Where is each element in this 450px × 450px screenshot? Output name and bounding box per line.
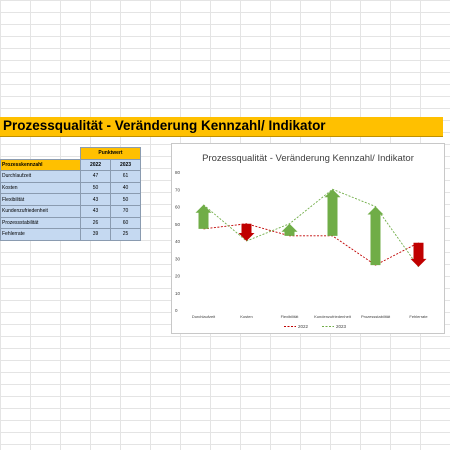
y-tick-label: 80 — [175, 170, 181, 175]
table-row: Kosten 50 40 — [0, 181, 141, 195]
y-tick-label: 70 — [175, 187, 181, 192]
arrow-up-marker — [324, 189, 341, 236]
x-category-label: Fehlerrate — [409, 314, 428, 319]
cell-2023[interactable]: 50 — [110, 193, 141, 206]
cell-2022[interactable]: 43 — [80, 204, 111, 218]
row-label[interactable]: Durchlaufzeit — [0, 170, 81, 183]
series-line-2023 — [203, 188, 419, 268]
row-label[interactable]: Fehlerrate — [0, 228, 81, 241]
y-tick-label: 40 — [175, 239, 181, 244]
chart-object[interactable]: Prozessqualität - Veränderung Kennzahl/ … — [171, 143, 445, 334]
kennzahlen-table: Punktwert Prozesskennzahl 2022 2023 Durc… — [0, 147, 141, 241]
arrow-up-marker — [367, 206, 384, 266]
arrow-up-marker — [195, 204, 212, 229]
x-category-label: Kosten — [240, 314, 252, 319]
chart-title: Prozessqualität - Veränderung Kennzahl/ … — [202, 153, 414, 164]
legend-label-2023: 2023 — [336, 324, 347, 329]
cell-2023[interactable]: 25 — [110, 228, 141, 241]
year-header-2023[interactable]: 2023 — [110, 158, 141, 172]
cell-2023[interactable]: 60 — [110, 216, 141, 230]
row-label[interactable]: Prozessstabilität — [0, 216, 81, 230]
cell-2022[interactable]: 39 — [80, 228, 111, 241]
y-tick-label: 20 — [175, 274, 181, 279]
y-tick-label: 10 — [175, 291, 181, 296]
table-row: Kundenzufriedenheit 43 70 — [0, 204, 141, 218]
year-header-2022[interactable]: 2022 — [80, 158, 111, 172]
x-category-label: Durchlaufzeit — [192, 314, 216, 319]
y-tick-label: 30 — [175, 256, 181, 261]
cell-2023[interactable]: 70 — [110, 204, 141, 218]
cell-2022[interactable]: 26 — [80, 216, 111, 230]
table-row: Durchlaufzeit 47 61 — [0, 170, 141, 183]
arrow-down-marker — [238, 223, 255, 241]
cell-2022[interactable]: 50 — [80, 181, 111, 195]
cell-2022[interactable]: 47 — [80, 170, 111, 183]
x-category-label: Kundenzufriedenheit — [314, 314, 352, 319]
y-tick-label: 60 — [175, 205, 181, 210]
legend-label-2022: 2022 — [298, 324, 309, 329]
cell-2023[interactable]: 61 — [110, 170, 141, 183]
cell-2023[interactable]: 40 — [110, 181, 141, 195]
y-tick-label: 50 — [175, 222, 181, 227]
chart-svg: Prozessqualität - Veränderung Kennzahl/ … — [175, 153, 428, 329]
arrow-up-marker — [281, 223, 298, 236]
sheet-title: Prozessqualität - Veränderung Kennzahl/ … — [3, 118, 326, 133]
sheet-title-bar: Prozessqualität - Veränderung Kennzahl/ … — [0, 117, 443, 137]
table-row: Flexibilität 43 50 — [0, 193, 141, 206]
row-label[interactable]: Kundenzufriedenheit — [0, 204, 81, 218]
row-label[interactable]: Flexibilität — [0, 193, 81, 206]
x-category-label: Prozessstabilität — [361, 314, 391, 319]
table-row: Fehlerrate 39 25 — [0, 228, 141, 241]
row-label[interactable]: Kosten — [0, 181, 81, 195]
prozesskennzahl-header[interactable]: Prozesskennzahl — [0, 158, 81, 172]
x-category-label: Flexibilität — [281, 314, 300, 319]
cell-2022[interactable]: 43 — [80, 193, 111, 206]
y-tick-label: 0 — [175, 308, 178, 313]
table-row: Prozessstabilität 26 60 — [0, 216, 141, 230]
arrow-down-marker — [410, 242, 427, 267]
series-line-2022 — [203, 223, 419, 266]
punktwert-header[interactable]: Punktwert — [80, 147, 141, 160]
